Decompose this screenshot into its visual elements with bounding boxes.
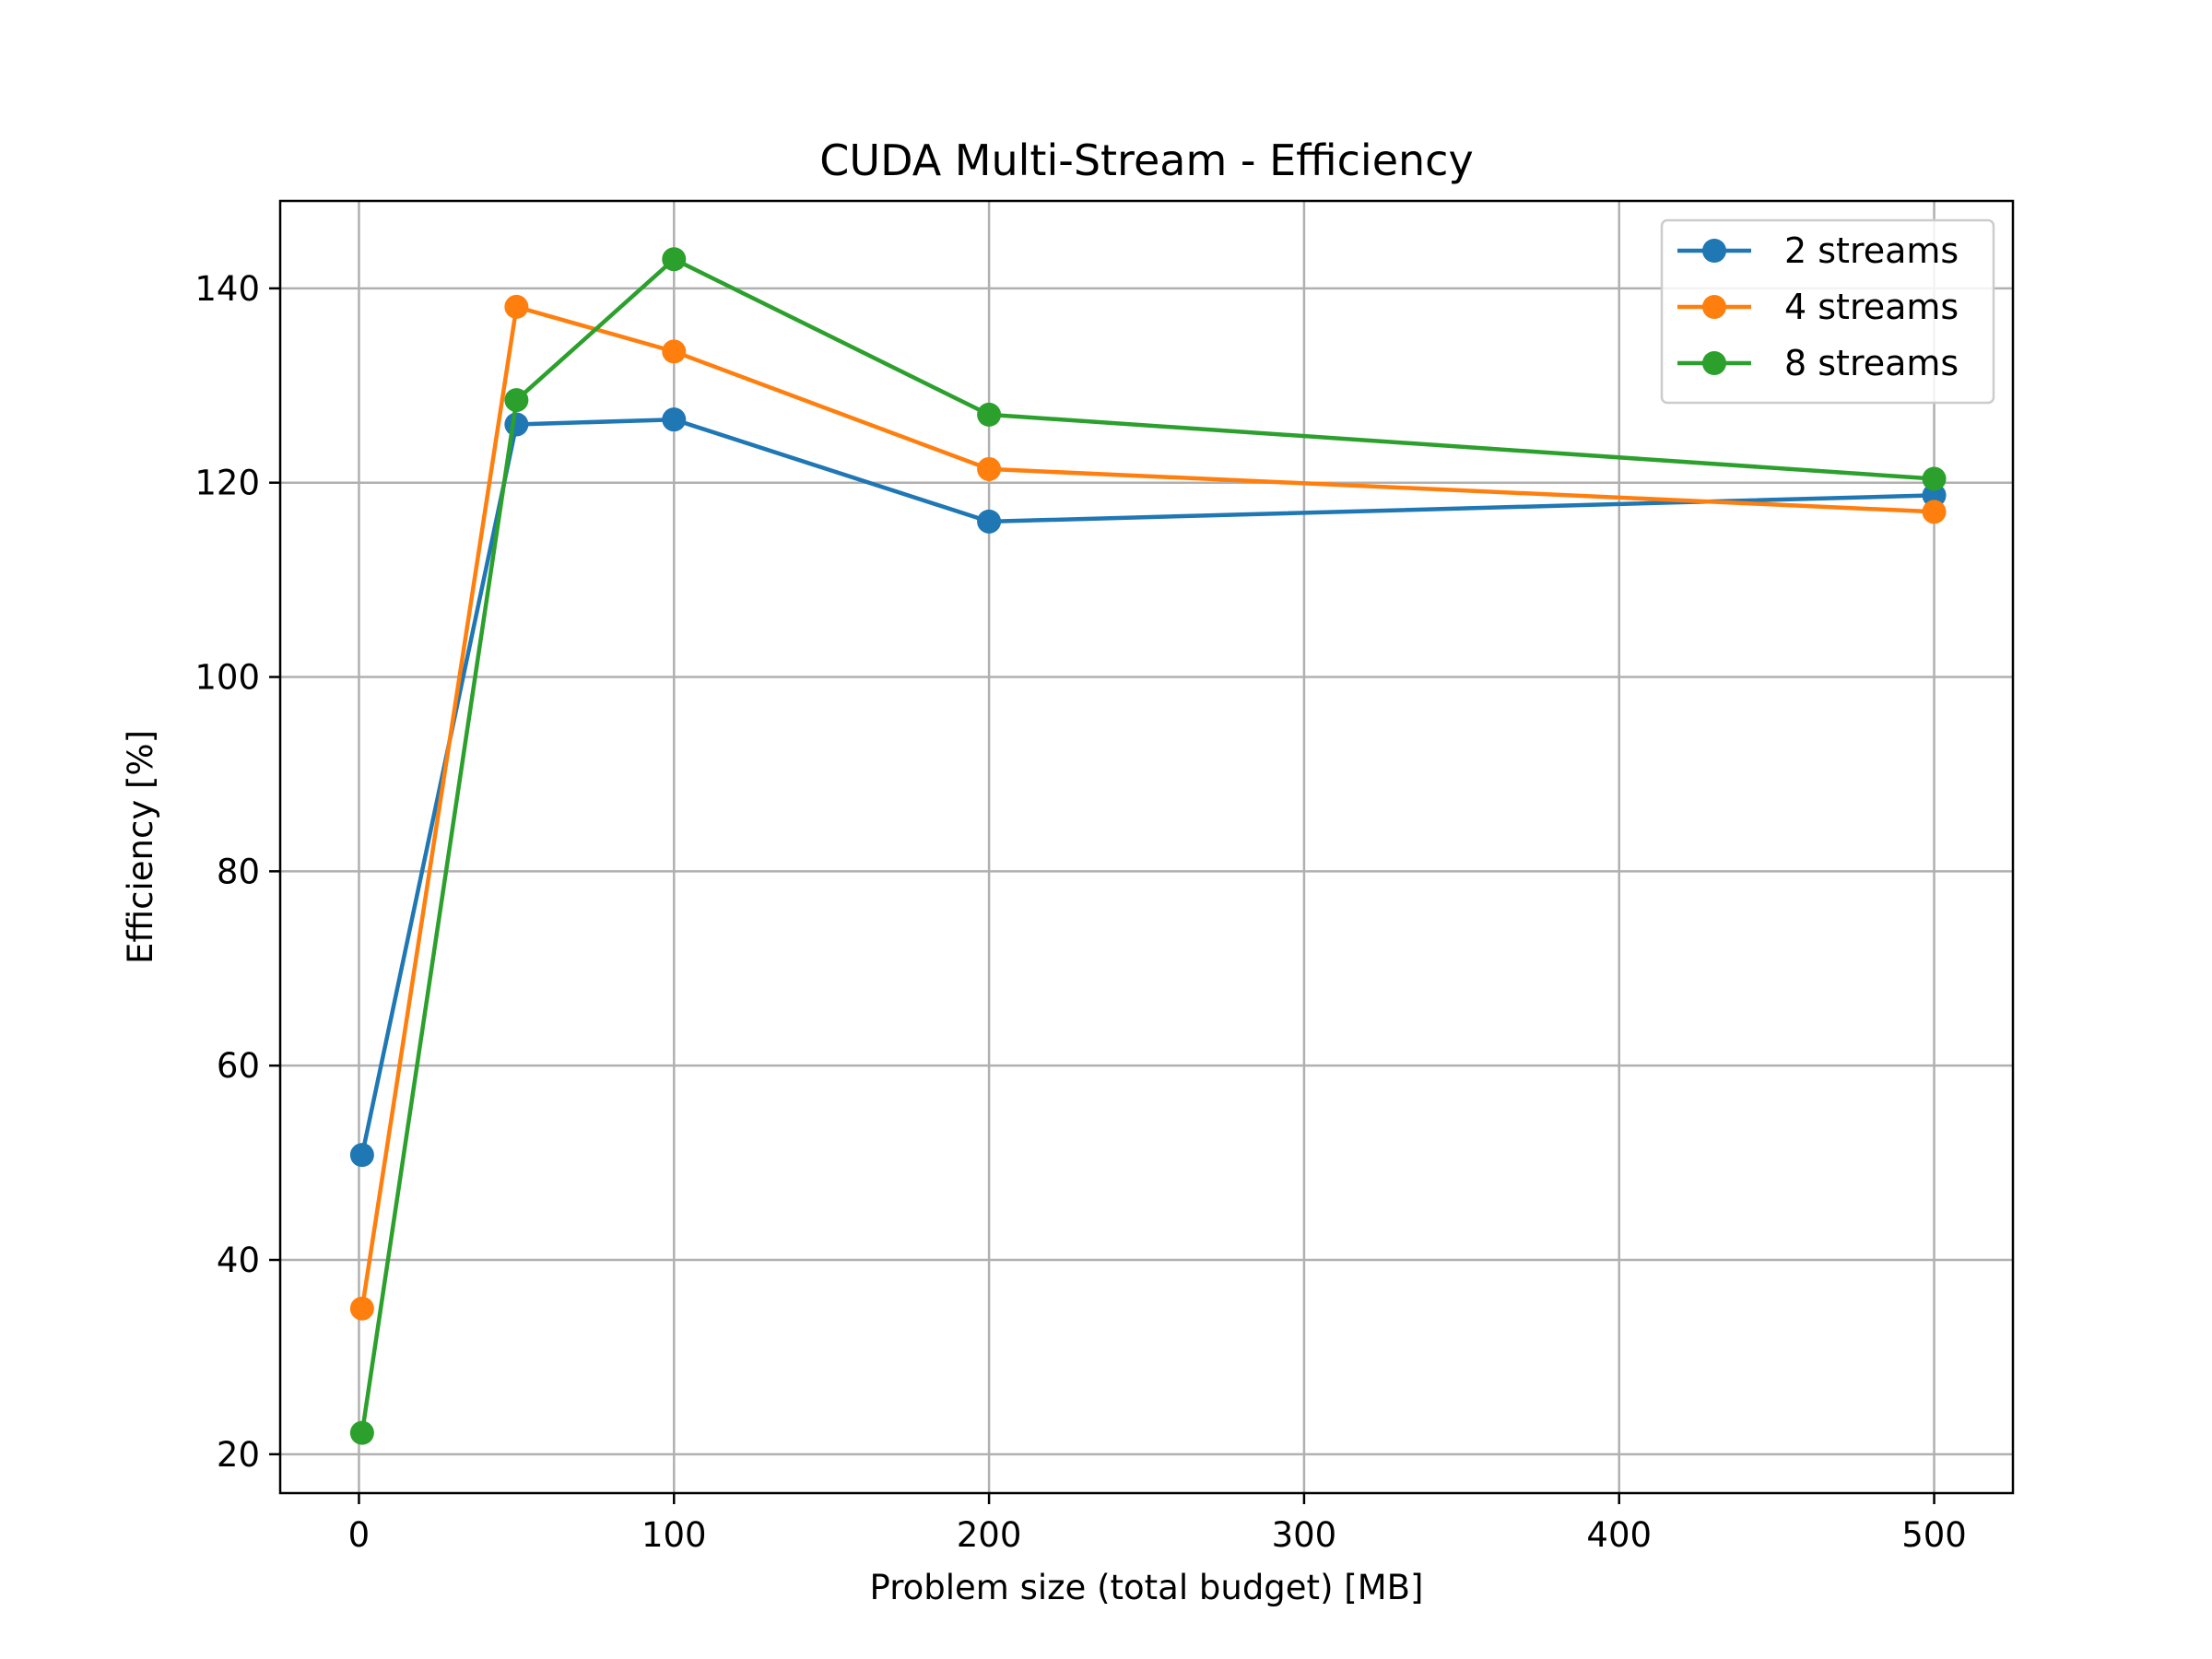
data-point (662, 339, 687, 364)
y-tick-label: 140 (194, 269, 260, 309)
series-2-streams (349, 407, 1947, 1168)
data-point (504, 412, 529, 437)
x-tick-label: 400 (1586, 1515, 1652, 1555)
data-point (1922, 483, 1947, 508)
legend-marker (1702, 351, 1726, 375)
data-point (977, 456, 1002, 481)
y-tick-label: 100 (194, 658, 260, 698)
legend-label: 4 streams (1784, 287, 1959, 327)
plot-series (349, 247, 1947, 1445)
y-axis-label: Efficiency [%] (121, 730, 160, 964)
x-tick-label: 0 (348, 1515, 371, 1555)
legend-box (1660, 218, 1995, 405)
legend-marker (1702, 239, 1726, 263)
chart-title: CUDA Multi-Stream - Efficiency (819, 135, 1473, 185)
axis-ticks: 0 100 200 300 400 500 20 40 60 80 100 120 140 (194, 269, 1966, 1555)
legend-item: 2 streams (1677, 230, 1959, 271)
data-point (349, 1143, 374, 1168)
data-point (977, 509, 1002, 534)
x-tick-label: 500 (1901, 1515, 1967, 1555)
data-point (662, 407, 687, 432)
data-point (977, 402, 1002, 427)
y-tick-label: 60 (217, 1046, 260, 1086)
x-tick-label: 100 (641, 1515, 707, 1555)
data-point (1922, 500, 1947, 524)
data-point (1922, 466, 1947, 491)
y-tick-label: 80 (217, 852, 260, 891)
legend-marker (1702, 295, 1726, 319)
x-tick-label: 200 (957, 1515, 1022, 1555)
x-tick-label: 300 (1272, 1515, 1337, 1555)
legend-label: 2 streams (1784, 230, 1959, 271)
y-tick-label: 20 (217, 1435, 260, 1475)
data-point (662, 247, 687, 272)
legend-item: 8 streams (1677, 343, 1959, 383)
x-axis-label: Problem size (total budget) [MB] (870, 1568, 1424, 1607)
legend: 2 streams 4 streams 8 streams (1660, 218, 1995, 405)
legend-item: 4 streams (1677, 287, 1959, 327)
y-tick-label: 40 (217, 1241, 260, 1280)
series-4-streams (349, 294, 1947, 1321)
plot-frame (278, 199, 2015, 1495)
data-point (504, 388, 529, 413)
data-point (504, 294, 529, 319)
data-point (349, 1420, 374, 1445)
series-8-streams (349, 247, 1947, 1445)
y-tick-label: 120 (194, 464, 260, 503)
legend-label: 8 streams (1784, 343, 1959, 383)
data-point (349, 1296, 374, 1321)
